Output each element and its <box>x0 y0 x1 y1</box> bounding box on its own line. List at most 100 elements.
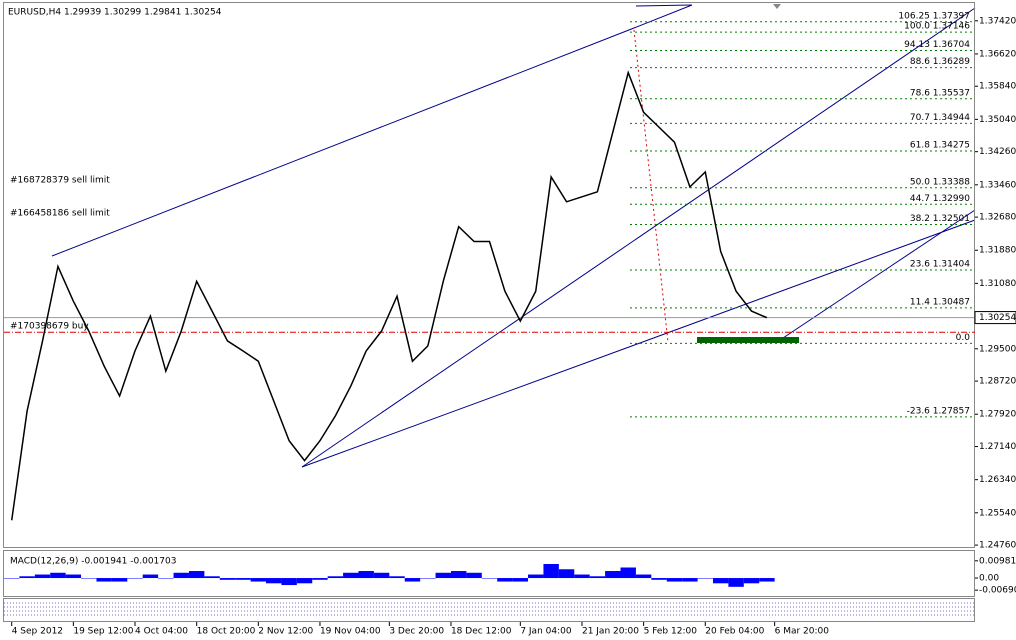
x-tick-label: 19 Sep 12:00 <box>73 627 133 637</box>
macd-bar <box>4 578 20 579</box>
fib-label: 78.6 1.35537 <box>910 88 970 98</box>
x-tick-label: 5 Feb 12:00 <box>644 627 698 637</box>
macd-bar <box>574 574 590 579</box>
zone-box <box>697 337 799 343</box>
y-tick-label: 1.34260 <box>979 147 1016 157</box>
fib-label: 70.7 1.34944 <box>910 113 970 123</box>
macd-bar <box>343 572 359 579</box>
macd-bar <box>589 576 606 579</box>
fib-label: 61.8 1.34275 <box>910 141 970 151</box>
macd-bar <box>235 578 251 580</box>
fib-anchor-line <box>633 29 669 343</box>
macd-bar <box>543 563 559 579</box>
macd-bar <box>158 578 174 579</box>
macd-bar <box>635 574 652 579</box>
macd-bar <box>759 578 775 582</box>
macd-bar <box>682 578 698 582</box>
macd-bar <box>666 578 683 582</box>
y-tick-label: 1.26340 <box>979 475 1016 485</box>
marker <box>773 4 781 9</box>
macd-bar <box>127 578 143 579</box>
fib-label: 106.25 1.37397 <box>898 11 970 21</box>
macd-bar <box>204 576 220 579</box>
fib-label: 23.6 1.31404 <box>910 259 970 269</box>
macd-bar <box>404 578 421 582</box>
fib-label: -23.6 1.27857 <box>907 406 970 416</box>
macd-bar <box>743 578 760 584</box>
fib-label: 0.0 <box>956 333 971 343</box>
macd-bar <box>450 571 467 579</box>
macd-bar <box>96 578 112 582</box>
y-tick-label: 1.35040 <box>979 115 1016 125</box>
y-tick-label: 1.31080 <box>979 279 1016 289</box>
y-tick-label: 1.24760 <box>979 541 1016 551</box>
x-tick-label: 21 Jan 20:00 <box>582 627 639 637</box>
macd-bar <box>697 578 713 579</box>
x-tick-label: 4 Oct 04:00 <box>135 627 188 637</box>
y-tick-label: 1.37420 <box>979 16 1016 26</box>
macd-bar <box>620 567 636 579</box>
price-line <box>10 70 768 521</box>
x-tick-label: 6 Mar 20:00 <box>775 627 830 637</box>
macd-bar <box>373 572 390 579</box>
macd-bar <box>358 571 374 579</box>
macd-tick-label: -0.006908 <box>979 586 1016 596</box>
y-tick-label: 1.28720 <box>979 377 1016 387</box>
macd-bar <box>420 578 436 579</box>
macd-bar <box>481 578 498 579</box>
fib-label: 11.4 1.30487 <box>910 297 970 307</box>
order-label: #166458186 sell limit <box>10 208 110 218</box>
order-label: #170398679 buy <box>10 322 89 332</box>
fib-label: 100.0 1.37146 <box>904 22 970 32</box>
macd-bar <box>19 576 35 579</box>
macd-bar <box>728 578 744 587</box>
macd-bar <box>605 571 621 579</box>
macd-bar <box>111 578 128 582</box>
macd-bar <box>281 578 297 586</box>
macd-bar <box>497 578 513 582</box>
macd-bar <box>312 578 328 580</box>
macd-bar <box>250 578 267 582</box>
macd-bar <box>712 578 729 584</box>
fib-label: 44.7 1.32990 <box>910 194 970 204</box>
x-tick-label: 18 Dec 12:00 <box>451 627 512 637</box>
y-tick-label: 1.31880 <box>979 246 1016 256</box>
x-tick-label: 4 Sep 2012 <box>12 627 63 637</box>
y-tick-label: 1.29500 <box>979 344 1016 354</box>
current-price-box <box>974 311 1016 325</box>
macd-bar <box>188 571 205 579</box>
macd-bar <box>173 572 189 579</box>
macd-bar <box>435 572 451 579</box>
order-label: #168728379 sell limit <box>10 176 110 186</box>
macd-bar <box>81 578 97 579</box>
x-tick-label: 2 Nov 12:00 <box>258 627 313 637</box>
trendlines <box>51 4 976 468</box>
macd-bar <box>219 578 236 580</box>
macd-bar <box>558 569 575 579</box>
macd-tick-label: 0.009812 <box>979 556 1016 566</box>
fib-label: 50.0 1.33388 <box>910 177 970 187</box>
macd-bar <box>651 578 667 580</box>
x-tick-label: 20 Feb 04:00 <box>705 627 764 637</box>
x-tick-label: 19 Nov 04:00 <box>320 627 381 637</box>
frames <box>3 2 975 622</box>
fib-label: 94.13 1.36704 <box>904 40 970 50</box>
macd-tick-label: 0.00 <box>979 574 999 584</box>
macd-bar <box>327 576 344 579</box>
y-tick-label: 1.32680 <box>979 213 1016 223</box>
y-tick-label: 1.27920 <box>979 410 1016 420</box>
macd-bar <box>65 574 82 579</box>
chart-title: EURUSD,H4 1.29939 1.30299 1.29841 1.3025… <box>8 8 222 18</box>
macd-bar <box>512 578 529 582</box>
y-tick-label: 1.27140 <box>979 442 1016 452</box>
y-tick-label: 1.33460 <box>979 180 1016 190</box>
macd-bar <box>296 578 313 584</box>
y-tick-label: 1.35840 <box>979 82 1016 92</box>
x-tick-label: 18 Oct 20:00 <box>197 627 256 637</box>
y-tick-label: 1.25540 <box>979 508 1016 518</box>
current-price-label: 1.30254 <box>979 313 1016 323</box>
macd-bar <box>528 574 544 579</box>
x-tick-label: 3 Dec 20:00 <box>389 627 444 637</box>
